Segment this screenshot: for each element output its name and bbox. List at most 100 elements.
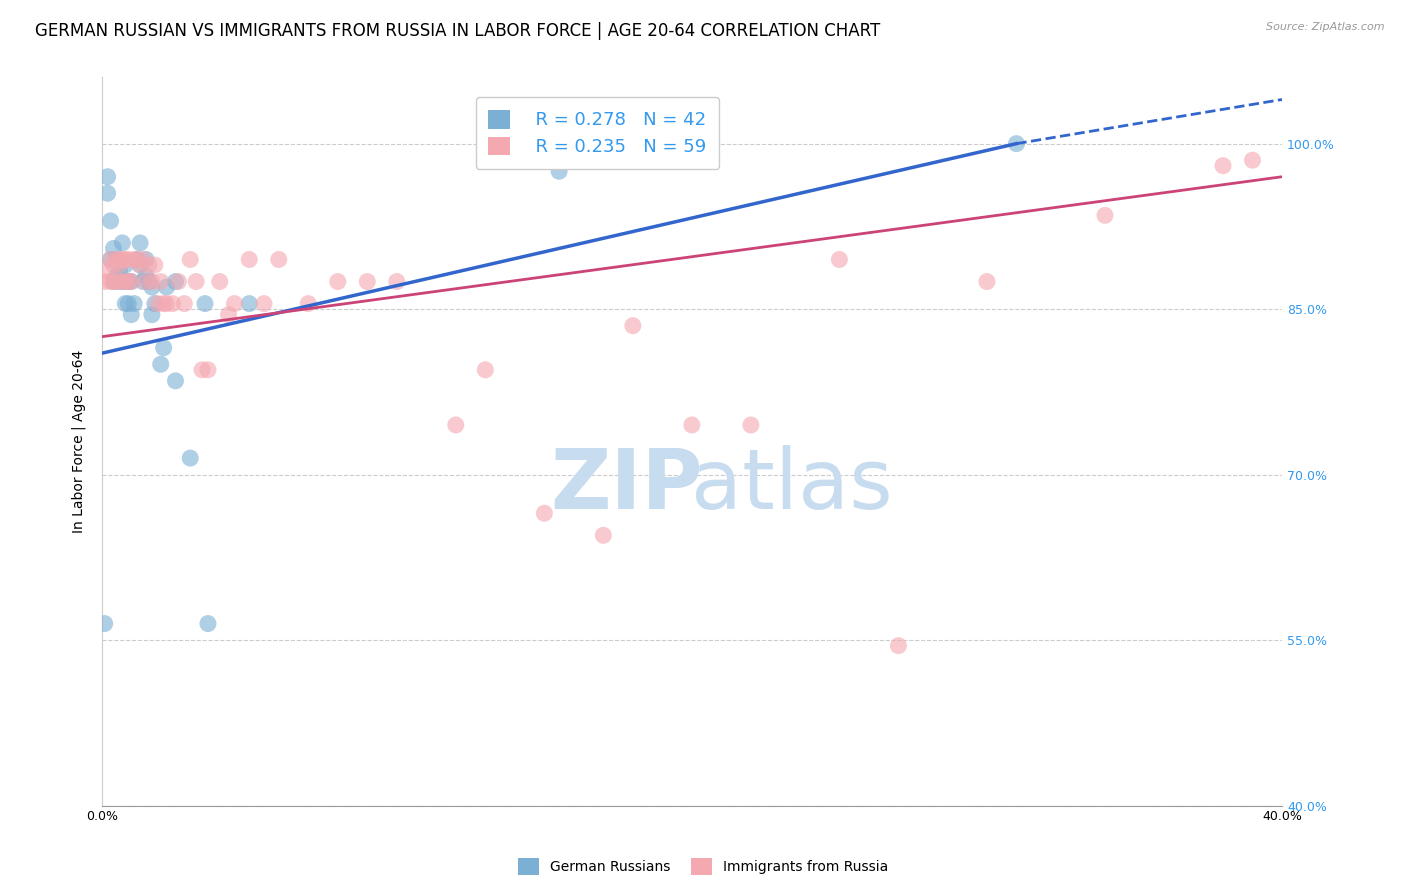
- Point: [103, 258, 125, 272]
- Point: [97, 263, 120, 277]
- Point: [681, 417, 703, 432]
- Point: [152, 341, 174, 355]
- Point: [100, 275, 122, 289]
- Point: [120, 308, 142, 322]
- Point: [127, 252, 149, 267]
- Point: [132, 252, 155, 267]
- Point: [152, 296, 174, 310]
- Point: [267, 252, 290, 267]
- Point: [141, 275, 163, 289]
- Point: [138, 275, 160, 289]
- Point: [111, 252, 134, 267]
- Point: [326, 275, 349, 289]
- Point: [117, 275, 139, 289]
- Point: [97, 186, 120, 201]
- Point: [122, 252, 145, 267]
- Point: [165, 374, 187, 388]
- Point: [162, 296, 184, 310]
- Point: [828, 252, 851, 267]
- Point: [146, 296, 169, 310]
- Point: [114, 296, 136, 310]
- Point: [149, 275, 172, 289]
- Text: ZIP: ZIP: [551, 445, 703, 525]
- Point: [165, 275, 187, 289]
- Point: [218, 308, 240, 322]
- Point: [93, 275, 115, 289]
- Point: [179, 252, 201, 267]
- Legend: German Russians, Immigrants from Russia: German Russians, Immigrants from Russia: [512, 853, 894, 880]
- Point: [1212, 159, 1234, 173]
- Point: [103, 275, 125, 289]
- Point: [143, 258, 166, 272]
- Point: [740, 417, 762, 432]
- Point: [533, 506, 555, 520]
- Point: [93, 616, 115, 631]
- Point: [117, 252, 139, 267]
- Point: [191, 363, 214, 377]
- Point: [129, 235, 152, 250]
- Point: [143, 296, 166, 310]
- Point: [474, 363, 496, 377]
- Point: [111, 275, 134, 289]
- Point: [100, 252, 122, 267]
- Point: [186, 275, 208, 289]
- Point: [114, 252, 136, 267]
- Point: [120, 275, 142, 289]
- Point: [976, 275, 998, 289]
- Text: GERMAN RUSSIAN VS IMMIGRANTS FROM RUSSIA IN LABOR FORCE | AGE 20-64 CORRELATION : GERMAN RUSSIAN VS IMMIGRANTS FROM RUSSIA…: [35, 22, 880, 40]
- Point: [385, 275, 408, 289]
- Point: [114, 275, 136, 289]
- Point: [120, 275, 142, 289]
- Point: [887, 639, 910, 653]
- Point: [1005, 136, 1028, 151]
- Point: [238, 296, 260, 310]
- Point: [592, 528, 614, 542]
- Point: [129, 258, 152, 272]
- Point: [114, 258, 136, 272]
- Y-axis label: In Labor Force | Age 20-64: In Labor Force | Age 20-64: [72, 350, 86, 533]
- Point: [197, 616, 219, 631]
- Point: [111, 235, 134, 250]
- Point: [208, 275, 231, 289]
- Point: [135, 252, 157, 267]
- Point: [105, 252, 128, 267]
- Point: [117, 296, 139, 310]
- Point: [297, 296, 319, 310]
- Point: [105, 252, 128, 267]
- Point: [621, 318, 644, 333]
- Point: [103, 275, 125, 289]
- Point: [129, 258, 152, 272]
- Point: [122, 296, 145, 310]
- Point: [105, 275, 128, 289]
- Point: [179, 451, 201, 466]
- Point: [224, 296, 246, 310]
- Point: [167, 275, 190, 289]
- Point: [135, 275, 157, 289]
- Point: [117, 275, 139, 289]
- Point: [156, 280, 179, 294]
- Point: [135, 268, 157, 283]
- Point: [108, 258, 131, 272]
- Point: [548, 164, 571, 178]
- Point: [103, 242, 125, 256]
- Point: [97, 169, 120, 184]
- Point: [108, 275, 131, 289]
- Legend:   R = 0.278   N = 42,   R = 0.235   N = 59: R = 0.278 N = 42, R = 0.235 N = 59: [475, 97, 720, 169]
- Point: [100, 214, 122, 228]
- Point: [1094, 208, 1116, 222]
- Text: atlas: atlas: [692, 445, 893, 525]
- Point: [141, 308, 163, 322]
- Point: [105, 268, 128, 283]
- Point: [194, 296, 217, 310]
- Text: Source: ZipAtlas.com: Source: ZipAtlas.com: [1267, 22, 1385, 32]
- Point: [197, 363, 219, 377]
- Point: [238, 252, 260, 267]
- Point: [141, 280, 163, 294]
- Point: [127, 252, 149, 267]
- Point: [108, 252, 131, 267]
- Point: [100, 252, 122, 267]
- Point: [1241, 153, 1264, 168]
- Point: [111, 275, 134, 289]
- Point: [356, 275, 378, 289]
- Point: [444, 417, 467, 432]
